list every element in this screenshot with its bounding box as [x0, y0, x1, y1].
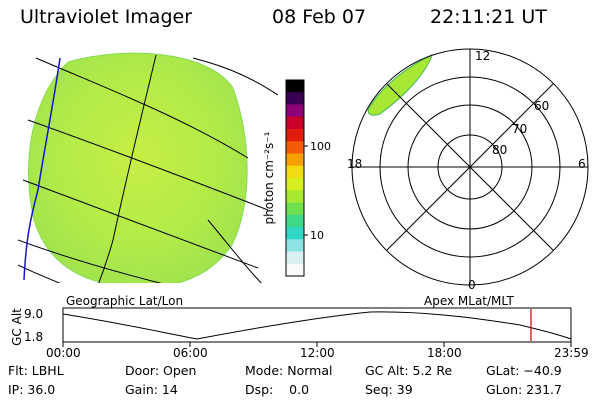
altitude-plot [62, 307, 572, 347]
colorbar-segment [286, 178, 304, 191]
gc-alt-status: GC Alt: 5.2 Re [365, 363, 453, 378]
header-time: 22:11:21 UT [430, 6, 547, 28]
x-tick-2359: 23:59 [554, 346, 589, 360]
door-status: Door: Open [125, 363, 197, 378]
glon-status: GLon: 231.7 [486, 382, 562, 397]
mlat-label-60: 60 [534, 99, 549, 113]
ip-status: IP: 36.0 [8, 382, 56, 397]
glat-status: GLat: −40.9 [486, 363, 562, 378]
filter-status: Flt: LBHL [8, 363, 64, 378]
mode-status: Mode: Normal [245, 363, 333, 378]
mlt-label-6: 6 [578, 157, 586, 171]
x-tick-1800: 18:00 [427, 346, 462, 360]
x-tick-0000: 00:00 [46, 346, 81, 360]
colorbar-segment [286, 251, 304, 265]
alt-ytick-low: 1.8 [24, 330, 44, 344]
mlt-label-18: 18 [347, 157, 362, 171]
polar-grid [351, 48, 589, 286]
mlat-label-70: 70 [512, 122, 527, 136]
mlt-label-0: 0 [468, 278, 476, 292]
color-bar: 100 10 [285, 79, 331, 277]
right-map-caption: Apex MLat/MLT [424, 294, 514, 308]
earth-disk [27, 52, 248, 283]
geographic-map [18, 52, 278, 283]
left-map-caption: Geographic Lat/Lon [66, 294, 184, 308]
mlt-label-12: 12 [475, 49, 490, 63]
colorbar-segment [286, 202, 304, 216]
colorbar-segment [286, 190, 304, 204]
seq-status: Seq: 39 [365, 382, 413, 397]
mlat-label-80: 80 [492, 143, 507, 157]
header-date: 08 Feb 07 [272, 6, 367, 28]
colorbar-segment [286, 129, 304, 142]
gain-status: Gain: 14 [125, 382, 178, 397]
colorbar-segment [286, 214, 304, 228]
colorbar-segment [286, 153, 304, 167]
x-tick-1200: 12:00 [300, 346, 335, 360]
x-tick-0600: 06:00 [173, 346, 208, 360]
colorbar-segment [286, 116, 304, 130]
colorbar-unit-label: photon cm⁻²s⁻¹ [262, 131, 276, 225]
colorbar-tick-label: 10 [310, 229, 324, 242]
colorbar-segment [286, 263, 304, 277]
aurora-oval [367, 54, 433, 116]
colorbar-tick-label: 100 [310, 140, 331, 153]
lat-lon-grid [18, 54, 278, 283]
colorbar-segment [286, 92, 304, 106]
plot-frame [62, 307, 572, 343]
colorbar-frame [285, 79, 305, 277]
colorbar-segment [286, 165, 304, 179]
colorbar-segment [286, 104, 304, 118]
alt-ylabel: GC Alt [10, 308, 24, 346]
colorbar-segment [286, 141, 304, 155]
colorbar-segment [286, 227, 304, 240]
coastline [23, 57, 61, 281]
polar-mlt-map: 12 18 6 0 60 70 80 [347, 48, 589, 292]
colorbar-segment [286, 80, 304, 93]
colorbar-segment [286, 239, 304, 253]
app-title: Ultraviolet Imager [20, 6, 193, 28]
dsp-status: Dsp: 0.0 [245, 382, 310, 397]
altitude-curve [62, 311, 572, 340]
alt-ytick-high: 9.0 [24, 307, 44, 321]
